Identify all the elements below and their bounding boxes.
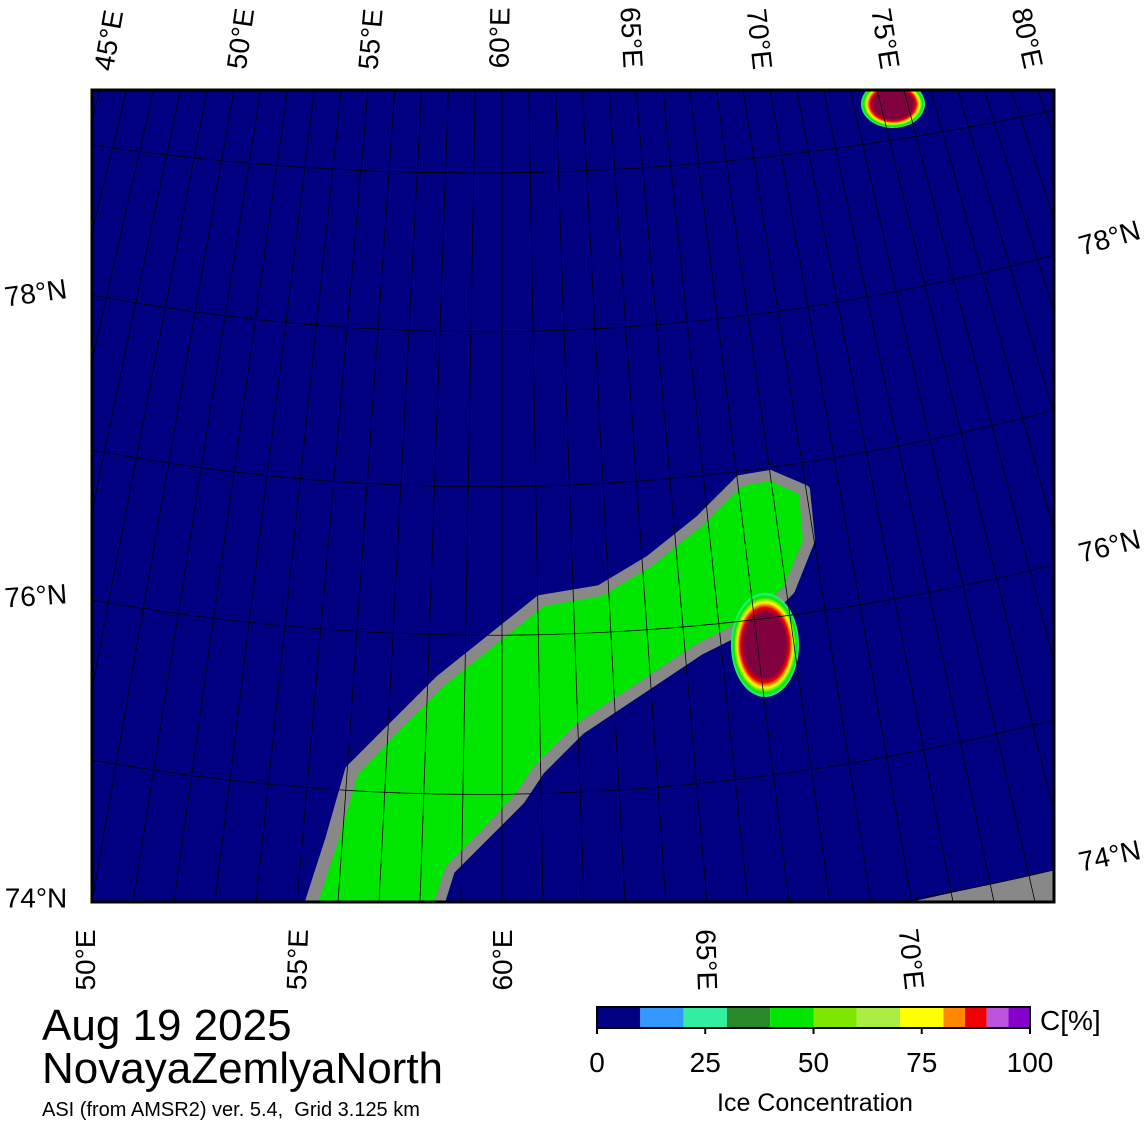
colorbar-tick-label: 25 [690, 1047, 721, 1078]
lat-label: 74°N [1076, 834, 1144, 877]
graticule [0, 90, 1147, 902]
meridian [92, 90, 128, 234]
lon-label: 45°E [88, 8, 129, 73]
lat-label: 78°N [1075, 214, 1144, 261]
colorbar-tick-label: 0 [589, 1047, 605, 1078]
colorbar-segment [726, 1007, 771, 1028]
lon-label: 50°E [70, 929, 101, 990]
colorbar-segment [900, 1007, 944, 1028]
date: Aug 19 2025 [42, 1001, 292, 1050]
colorbar-segment [597, 1007, 641, 1028]
meridian [173, 90, 288, 902]
colorbar-segment [943, 1007, 966, 1028]
lon-label: 65°E [614, 6, 648, 69]
meridian [92, 90, 181, 514]
meridian [957, 90, 1054, 416]
lon-label: 70°E [741, 7, 778, 71]
meridian [1065, 90, 1147, 902]
lon-label: 70°E [893, 927, 930, 991]
parallel [92, 719, 1054, 795]
meridian [555, 90, 585, 902]
meridian [662, 90, 749, 902]
parallel [92, 109, 1054, 174]
map-frame [90, 88, 1056, 904]
lon-label: 55°E [281, 929, 314, 991]
meridian [903, 90, 1054, 664]
meridian [1092, 90, 1147, 902]
meridian [214, 90, 315, 902]
meridian [0, 90, 46, 902]
colorbar-segment [1008, 1007, 1030, 1028]
meridian [337, 90, 396, 902]
meridian [92, 90, 235, 902]
meridian [460, 90, 476, 902]
ice-patch [861, 90, 925, 128]
meridian [92, 90, 101, 123]
meridian [92, 90, 154, 363]
meridian [582, 90, 626, 902]
colorbar-segment [770, 1007, 814, 1028]
lat-label: 76°N [1075, 523, 1143, 568]
meridian [930, 90, 1054, 532]
meridian [378, 90, 422, 902]
ocean [92, 90, 1054, 902]
meridian [419, 90, 449, 902]
lon-label: 75°E [865, 6, 905, 71]
parallel [92, 564, 1054, 636]
land [318, 481, 803, 902]
map-area [0, 90, 1147, 902]
meridian [635, 90, 708, 902]
meridian [132, 90, 262, 902]
meridian [742, 90, 872, 902]
meridian [0, 90, 20, 902]
colorbar: 0 25 50 75 100 [589, 1006, 1054, 1078]
meridian [716, 90, 831, 902]
ice-patch [731, 593, 799, 697]
colorbar-segment [965, 1007, 987, 1028]
lat-label: 74°N [5, 882, 68, 913]
region-name: NovayaZemlyaNorth [42, 1044, 443, 1093]
meridian [1118, 90, 1147, 902]
colorbar-title: Ice Concentration [717, 1089, 913, 1117]
colorbar-tick-label: 100 [1007, 1047, 1054, 1078]
parallel [92, 869, 1054, 902]
lon-label: 55°E [352, 7, 388, 71]
meridian [796, 90, 954, 902]
meridian [823, 90, 995, 902]
lon-label: 60°E [483, 7, 515, 69]
lon-label: 50°E [221, 6, 260, 71]
meridian [689, 90, 790, 902]
colorbar-tick-label: 75 [906, 1047, 937, 1078]
lat-label: 76°N [4, 578, 69, 613]
lon-label: 80°E [1006, 5, 1049, 71]
colorbar-tick-label: 50 [798, 1047, 829, 1078]
meridian [769, 90, 913, 902]
data-source: ASI (from AMSR2) ver. 5.4, Grid 3.125 km [42, 1099, 420, 1121]
lon-label: 65°E [690, 929, 723, 991]
lon-label: 60°E [487, 929, 518, 990]
parallel [92, 409, 1054, 488]
meridian [0, 90, 73, 902]
colorbar-segment [856, 1007, 901, 1028]
colorbar-segment [986, 1007, 1009, 1028]
meridian [850, 90, 1036, 902]
meridian [296, 90, 369, 902]
colorbar-unit: C[%] [1040, 1005, 1101, 1036]
meridian [92, 90, 208, 691]
meridian [255, 90, 342, 902]
colorbar-segment [683, 1007, 727, 1028]
colorbar-segment [813, 1007, 857, 1028]
meridian [528, 90, 544, 902]
meridian [876, 90, 1054, 814]
meridian [608, 90, 667, 902]
colorbar-segment [640, 1007, 684, 1028]
parallel [92, 254, 1054, 333]
meridian [984, 90, 1054, 313]
lat-label: 78°N [3, 273, 69, 312]
